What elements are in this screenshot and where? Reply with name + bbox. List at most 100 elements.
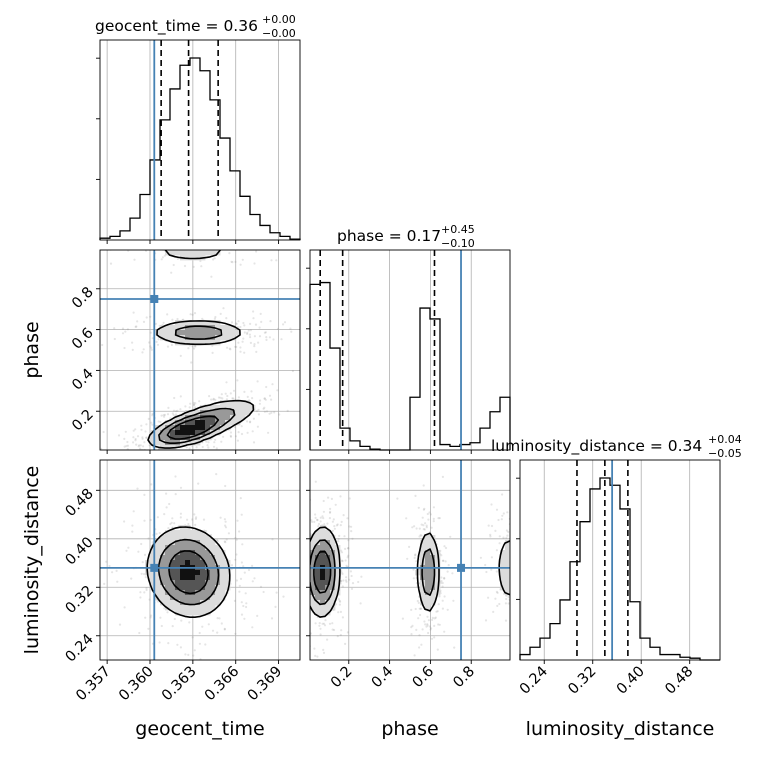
sample-point [267,431,270,434]
sample-point [194,345,197,348]
sample-point [337,598,340,601]
sample-point [306,574,308,576]
sample-point [517,585,519,587]
density-cell [220,580,226,586]
sample-point [226,394,229,398]
sample-point [485,570,488,574]
sample-point [227,532,230,535]
sample-point [415,527,418,530]
density-cell [220,325,226,331]
panel-phase-vs-geocent-time: 0.2 0.4 0.6 0.8 [69,247,301,474]
sample-point [347,547,350,550]
sample-point [141,351,144,354]
y-tick-label-phase: 0.8 [69,284,97,312]
density-cell [235,410,241,416]
density-cell [320,600,326,606]
sample-point [417,601,420,605]
density-cell [195,605,201,611]
sample-point [405,517,408,520]
density-cell [200,325,206,331]
density-cell [195,580,201,586]
sample-point [536,586,538,588]
density-cell [200,555,206,561]
sample-point [162,456,164,458]
sample-point [306,577,308,579]
sample-point [333,525,336,528]
density-cell [420,540,426,546]
density-cell [320,575,326,581]
sample-point [229,392,232,395]
sample-point [237,396,240,399]
sample-point [489,535,492,538]
sample-point [239,497,242,500]
density-cell [335,560,341,566]
sample-point [148,598,151,601]
density-cell [155,590,161,596]
sample-point [318,622,321,625]
density-cell [160,575,166,581]
sample-point [418,634,421,637]
sample-point [347,547,350,550]
sample-point [419,607,422,610]
density-cell [210,595,216,601]
density-cell [430,575,436,581]
density-cell [185,580,191,586]
density-cell [180,545,186,551]
sample-point [126,444,130,447]
sample-point [125,472,127,474]
density-cell [185,540,191,546]
sample-point [323,523,326,526]
density-cell [180,580,186,586]
panel-frame [99,249,301,451]
sample-point [192,654,195,657]
sample-point [484,563,487,567]
density-cell [195,330,201,336]
density-cell [190,535,196,541]
density-cell [205,535,211,541]
panel-phase-hist [306,249,511,454]
sample-point [163,607,166,610]
density-cell [190,555,196,561]
sample-point [249,336,252,339]
sample-point [302,621,304,623]
density-cell [500,575,506,581]
density-cell [170,585,176,591]
sample-point [236,519,239,522]
sample-point [193,312,197,315]
sample-point [189,313,192,316]
density-cell [220,405,226,411]
sample-point [151,414,154,417]
injected-value-marker [150,294,159,303]
density-cell [200,560,206,566]
density-cell [325,600,331,606]
sample-point [427,619,430,622]
sample-point [176,317,179,321]
sample-point [149,345,152,348]
sample-point [296,587,298,589]
sample-point [121,454,123,456]
sample-point [213,317,216,320]
sample-point [145,587,148,590]
density-cell [195,320,201,326]
sample-point [118,623,122,626]
density-cell [185,530,191,536]
sample-point [247,329,250,332]
density-cell [230,410,236,416]
sample-point [160,247,162,249]
sample-point [305,581,307,583]
sample-point [124,330,127,333]
density-cell [185,585,191,591]
sample-point [341,559,344,562]
sample-point [253,335,256,338]
density-cell [190,575,196,581]
density-cell [210,415,216,421]
sample-point [330,497,333,500]
density-cell [220,595,226,601]
density-cell [190,340,196,346]
sample-point [142,453,144,455]
sample-point [163,415,166,418]
density-cell [435,560,441,566]
sample-point [170,343,173,347]
sample-point [256,380,259,383]
density-cell [220,335,226,341]
